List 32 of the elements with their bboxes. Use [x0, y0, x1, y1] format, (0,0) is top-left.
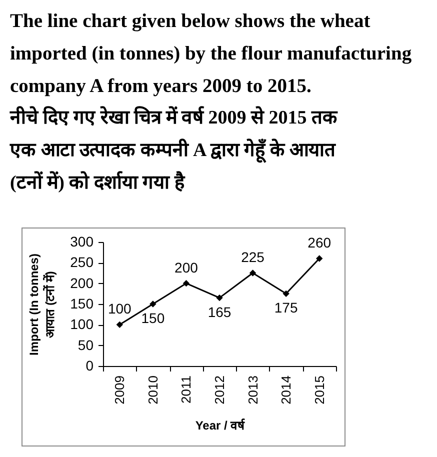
y-tick-label: 50 [78, 336, 94, 353]
y-tick-label: 0 [86, 358, 94, 374]
data-label: 260 [308, 234, 332, 251]
x-tick-label: 2015 [312, 376, 327, 404]
x-tick-label: 2009 [112, 376, 128, 404]
y-tick-label: 150 [70, 296, 94, 312]
point [282, 290, 290, 298]
x-tick-label: 2012 [212, 376, 227, 404]
point [182, 280, 190, 287]
data-label: 100 [108, 300, 132, 317]
data-label: 150 [141, 310, 165, 326]
y-tick-label: 300 [70, 234, 94, 250]
x-tick-label: 2011 [178, 376, 194, 404]
data-label: 225 [241, 249, 265, 265]
x-tick-label: 2014 [278, 376, 294, 404]
y-axis-title: Import (In tonnes) आयात (टनों में) [27, 254, 58, 356]
x-tick-label: 2013 [245, 376, 260, 404]
chart-subtitle: नीचे दिए गए रेखा चित्र में वर्ष 2009 से 2015 तक एक आटा उत्पादक कम्पनी A द्वारा गेहूँ के आयात (टनों में) को दर्शाया गया है [9, 106, 338, 194]
x-tick-label: 2010 [145, 376, 160, 404]
data-label: 200 [174, 259, 198, 276]
data-label: 165 [208, 304, 232, 320]
point [249, 270, 256, 276]
point [150, 300, 156, 308]
point [116, 321, 123, 328]
chart-title: The line chart given below shows the wheat imported (in tonnes) by the flour manufacturing company A from years 2009 to 2015. [10, 11, 412, 97]
y-tick-label: 100 [70, 316, 94, 332]
y-tick-label: 200 [70, 274, 94, 291]
y-tick-label: 250 [70, 254, 94, 270]
point [316, 255, 323, 262]
data-label: 175 [274, 300, 298, 316]
x-axis-title: Year / वर्ष [195, 418, 246, 432]
point [216, 294, 223, 302]
